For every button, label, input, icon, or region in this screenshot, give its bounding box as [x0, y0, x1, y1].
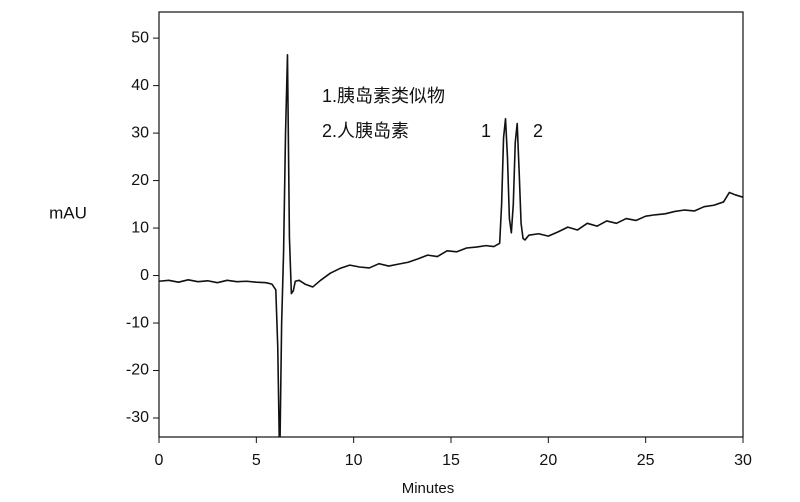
- y-tick-label: 10: [131, 219, 149, 236]
- y-axis-label: mAU: [49, 203, 87, 222]
- annotation: 2: [533, 121, 543, 141]
- x-tick-label: 15: [442, 452, 460, 469]
- x-tick-label: 20: [539, 452, 557, 469]
- y-tick-label: -10: [126, 314, 149, 331]
- y-tick-label: -30: [126, 409, 149, 426]
- data-line: [159, 53, 743, 437]
- x-tick-label: 0: [155, 452, 164, 469]
- plot-frame: [158, 11, 744, 438]
- annotation: 1: [481, 121, 491, 141]
- y-tick-label: 50: [131, 29, 149, 46]
- x-axis-label: Minutes: [402, 480, 455, 497]
- y-tick-label: -20: [126, 362, 149, 379]
- x-tick-label: 5: [252, 452, 261, 469]
- y-tick-label: 20: [131, 172, 149, 189]
- y-tick-label: 30: [131, 124, 149, 141]
- annotation: 2.人胰岛素: [322, 121, 409, 141]
- annotation: 1.胰岛素类似物: [322, 86, 445, 106]
- y-tick-label: 40: [131, 77, 149, 94]
- x-tick-label: 30: [734, 452, 752, 469]
- x-tick-label: 10: [345, 452, 363, 469]
- x-tick-label: 25: [637, 452, 655, 469]
- y-tick-label: 0: [140, 267, 149, 284]
